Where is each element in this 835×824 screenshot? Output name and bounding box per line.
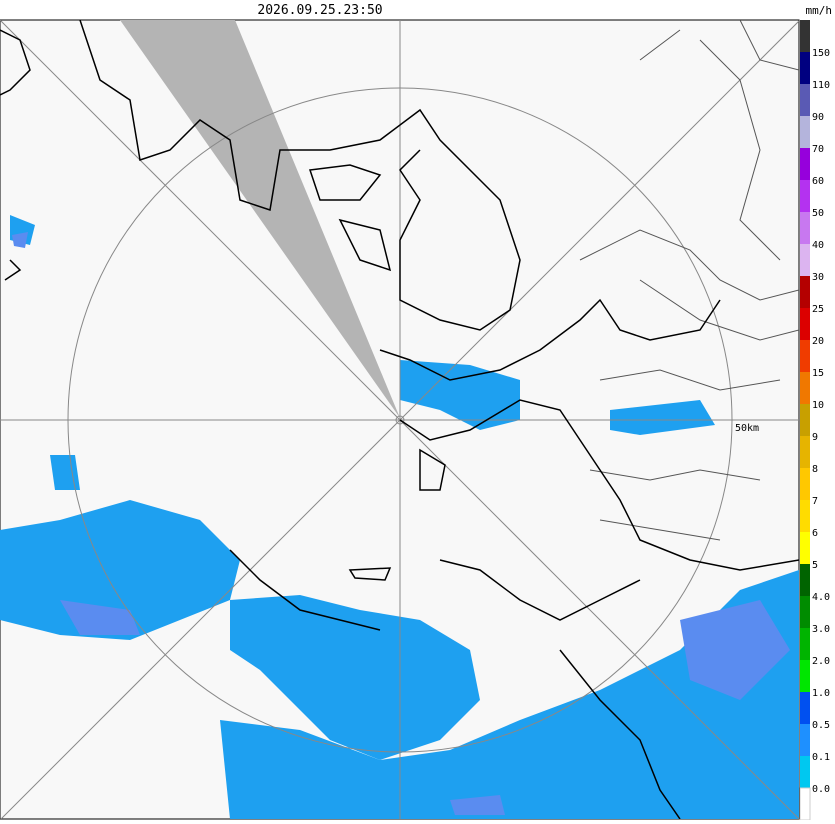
- island: [308, 164, 446, 581]
- legend-label: 50: [812, 208, 824, 219]
- legend-swatch: [800, 404, 810, 436]
- legend-label: 60: [812, 176, 824, 187]
- legend-swatch: [800, 468, 810, 500]
- legend-swatch: [800, 756, 810, 788]
- legend-label: 30: [812, 272, 824, 283]
- blocked-sector: [120, 20, 400, 418]
- legend-swatch: [800, 276, 810, 308]
- unit-label: mm/h: [806, 4, 833, 17]
- legend-swatch: [800, 244, 810, 276]
- range-label: 50km: [735, 423, 759, 434]
- axis-line: [0, 20, 799, 819]
- coastline: [379, 298, 721, 381]
- radar-site: [395, 415, 405, 425]
- legend: 150 110 90 70 60 50 40 30 25 20 15 10 9 8 7 6 5 4.0 3.0 2.0…: [799, 20, 830, 821]
- legend-label: 40: [812, 240, 824, 251]
- rain-echo: [610, 400, 715, 435]
- legend-label: 4.0: [812, 592, 830, 603]
- legend-label: 7: [812, 496, 818, 507]
- rain-echo: [220, 570, 799, 819]
- coastline: [0, 29, 31, 281]
- legend-swatch: [800, 372, 810, 404]
- legend-label: 15: [812, 368, 824, 379]
- legend-swatch: [800, 628, 810, 660]
- legend-swatch: [800, 692, 810, 724]
- legend-swatch: [800, 532, 810, 564]
- legend-swatch: [800, 116, 810, 148]
- legend-label: 1.0: [812, 688, 830, 699]
- legend-swatch: [800, 52, 810, 84]
- legend-swatch: [800, 20, 810, 52]
- legend-swatch: [800, 500, 810, 532]
- rain-echo: [450, 795, 505, 815]
- legend-swatch: [799, 787, 811, 821]
- legend-swatch: [800, 660, 810, 692]
- legend-label: 10: [812, 400, 824, 411]
- legend-swatch: [800, 564, 810, 596]
- legend-label: 2.0: [812, 656, 830, 667]
- legend-label: 3.0: [812, 624, 830, 635]
- legend-label: 25: [812, 304, 824, 315]
- rain-echo: [50, 455, 80, 490]
- coastline: [229, 549, 681, 819]
- legend-label: 0.1: [812, 752, 830, 763]
- rain-echoes-heavier: [12, 232, 790, 815]
- legend-label: 0.0: [812, 784, 830, 795]
- range-rings: [0, 20, 799, 819]
- legend-swatch: [800, 212, 810, 244]
- axis-line: [0, 20, 799, 819]
- legend-label: 70: [812, 144, 824, 155]
- legend-label: 150: [812, 48, 830, 59]
- rain-echo: [230, 595, 480, 760]
- legend-swatch: [800, 436, 810, 468]
- legend-swatch: [800, 340, 810, 372]
- coastline: [399, 399, 799, 571]
- rain-echo: [60, 600, 140, 635]
- legend-label: 9: [812, 432, 818, 443]
- coastlines: [0, 20, 799, 819]
- legend-label: 6: [812, 528, 818, 539]
- legend-label: 90: [812, 112, 824, 123]
- legend-label: 5: [812, 560, 818, 571]
- rain-echo: [680, 600, 790, 700]
- legend-swatch: [800, 148, 810, 180]
- legend-swatch: [800, 308, 810, 340]
- legend-label: 20: [812, 336, 824, 347]
- timestamp: 2026.09.25.23:50: [257, 3, 382, 18]
- legend-swatch: [800, 84, 810, 116]
- rain-echoes: [0, 215, 799, 819]
- legend-swatch: [800, 596, 810, 628]
- legend-swatch: [800, 724, 810, 756]
- legend-label: 110: [812, 80, 830, 91]
- admin-borders: [579, 20, 799, 541]
- rain-echo: [0, 500, 240, 640]
- map: 50km: [0, 19, 800, 820]
- legend-label: 8: [812, 464, 818, 475]
- rain-echo: [400, 360, 520, 430]
- legend-label: 0.5: [812, 720, 830, 731]
- legend-swatch: [800, 180, 810, 212]
- coastline: [79, 20, 521, 331]
- rain-echo: [12, 232, 28, 248]
- border: [579, 20, 799, 541]
